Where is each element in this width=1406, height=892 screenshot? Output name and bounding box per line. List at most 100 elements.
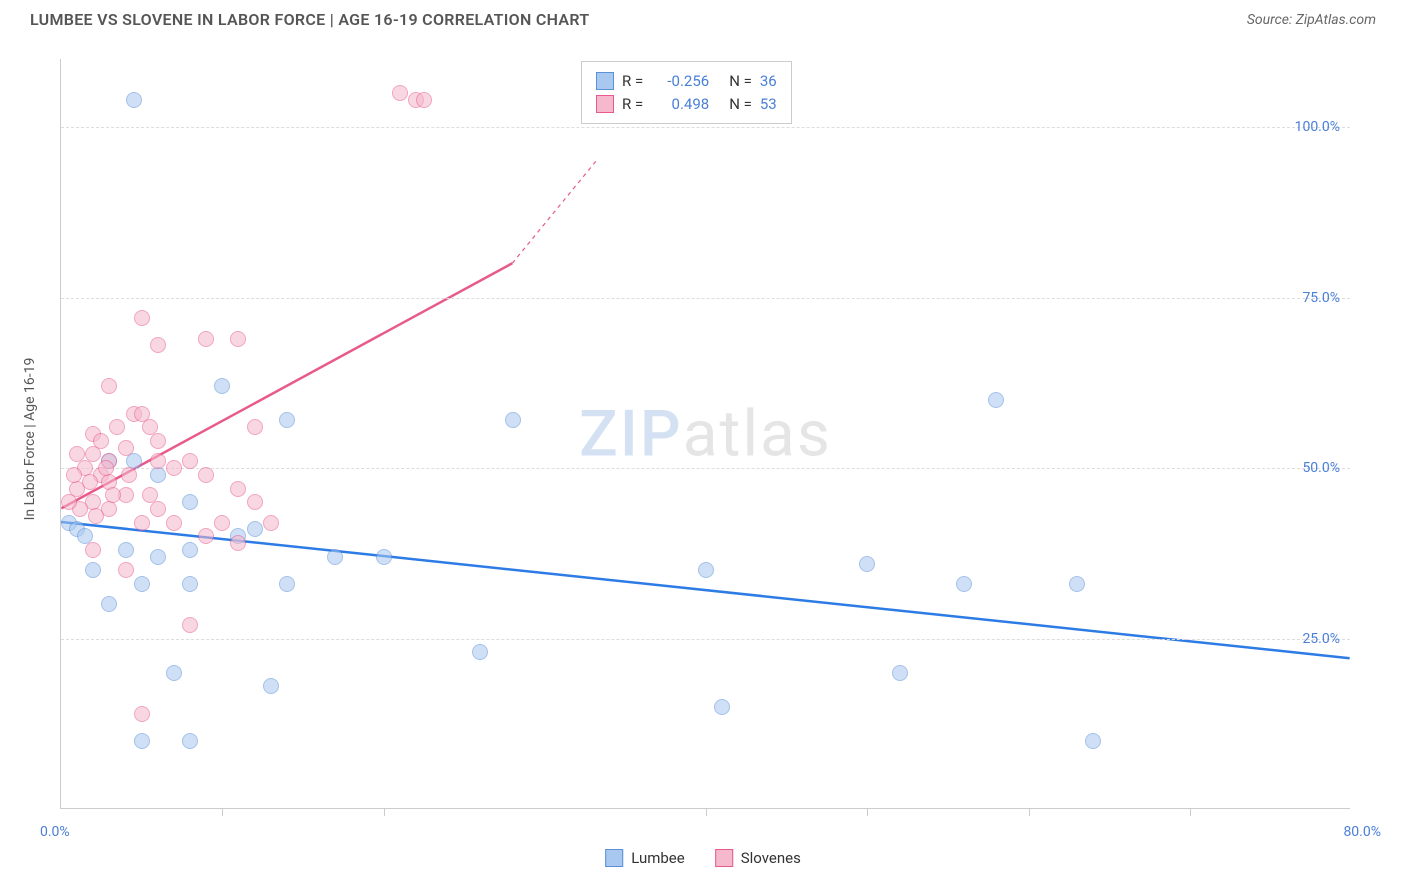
correlation-r-label: R = [622, 70, 643, 93]
data-point [118, 542, 134, 558]
source-attribution: Source: ZipAtlas.com [1247, 12, 1376, 28]
data-point [101, 596, 117, 612]
data-point [247, 521, 263, 537]
data-point [134, 733, 150, 749]
data-point [214, 515, 230, 531]
x-tick [706, 808, 707, 816]
chart-title: LUMBEE VS SLOVENE IN LABOR FORCE | AGE 1… [30, 10, 590, 29]
data-point [88, 508, 104, 524]
data-point [134, 706, 150, 722]
legend: Lumbee Slovenes [605, 849, 801, 867]
trend-line-dashed [512, 161, 596, 263]
data-point [66, 467, 82, 483]
data-point [247, 419, 263, 435]
watermark-atlas: atlas [683, 396, 832, 471]
data-point [892, 665, 908, 681]
data-point [392, 85, 408, 101]
correlation-r-value: -0.256 [651, 70, 709, 93]
correlation-n-label: N = [729, 93, 752, 116]
data-point [698, 562, 714, 578]
data-point [230, 481, 246, 497]
data-point [230, 535, 246, 551]
correlation-swatch [596, 72, 614, 90]
y-axis-title: In Labor Force | Age 16-19 [22, 358, 38, 521]
data-point [1085, 733, 1101, 749]
gridline [61, 127, 1350, 128]
x-tick [384, 808, 385, 816]
data-point [101, 378, 117, 394]
data-point [214, 378, 230, 394]
data-point [198, 331, 214, 347]
data-point [61, 494, 77, 510]
data-point [472, 644, 488, 660]
data-point [182, 453, 198, 469]
correlation-r-value: 0.498 [651, 93, 709, 116]
data-point [109, 419, 125, 435]
data-point [126, 92, 142, 108]
data-point [714, 699, 730, 715]
data-point [98, 460, 114, 476]
data-point [182, 494, 198, 510]
correlation-row: R = -0.256 N = 36 [596, 70, 777, 93]
data-point [198, 467, 214, 483]
data-point [1069, 576, 1085, 592]
y-tick-label: 25.0% [1302, 631, 1340, 647]
data-point [956, 576, 972, 592]
legend-label: Slovenes [741, 849, 801, 867]
x-axis-min-label: 0.0% [40, 824, 70, 840]
data-point [263, 515, 279, 531]
data-point [166, 460, 182, 476]
data-point [166, 665, 182, 681]
y-tick-label: 100.0% [1295, 119, 1340, 135]
chart-container: In Labor Force | Age 16-19 ZIPatlas 25.0… [0, 39, 1406, 869]
watermark: ZIPatlas [579, 396, 832, 471]
x-tick [1029, 808, 1030, 816]
x-tick [222, 808, 223, 816]
watermark-zip: ZIP [579, 396, 683, 471]
data-point [105, 487, 121, 503]
gridline [61, 298, 1350, 299]
x-tick [1190, 808, 1191, 816]
data-point [230, 331, 246, 347]
correlation-r-label: R = [622, 93, 643, 116]
data-point [182, 576, 198, 592]
legend-item: Lumbee [605, 849, 685, 867]
data-point [150, 337, 166, 353]
data-point [85, 542, 101, 558]
data-point [505, 412, 521, 428]
data-point [134, 310, 150, 326]
data-point [150, 433, 166, 449]
data-point [416, 92, 432, 108]
data-point [150, 467, 166, 483]
data-point [988, 392, 1004, 408]
correlation-n-value: 53 [760, 93, 777, 116]
gridline [61, 639, 1350, 640]
y-tick-label: 75.0% [1302, 290, 1340, 306]
data-point [85, 562, 101, 578]
data-point [279, 576, 295, 592]
data-point [82, 474, 98, 490]
data-point [198, 528, 214, 544]
plot-area: ZIPatlas 25.0% 50.0% 75.0% 100.0% R = -0.256… [60, 59, 1350, 809]
correlation-n-value: 36 [760, 70, 777, 93]
data-point [182, 542, 198, 558]
legend-label: Lumbee [631, 849, 685, 867]
legend-swatch [605, 849, 623, 867]
gridline [61, 468, 1350, 469]
data-point [142, 487, 158, 503]
data-point [279, 412, 295, 428]
x-axis-max-label: 80.0% [1343, 824, 1381, 840]
y-tick-label: 50.0% [1302, 460, 1340, 476]
data-point [327, 549, 343, 565]
correlation-n-label: N = [729, 70, 752, 93]
data-point [134, 576, 150, 592]
data-point [150, 501, 166, 517]
data-point [150, 453, 166, 469]
correlation-box: R = -0.256 N = 36 R = 0.498 N = 53 [581, 61, 792, 124]
data-point [247, 494, 263, 510]
data-point [376, 549, 392, 565]
data-point [166, 515, 182, 531]
legend-swatch [715, 849, 733, 867]
data-point [118, 562, 134, 578]
data-point [859, 556, 875, 572]
